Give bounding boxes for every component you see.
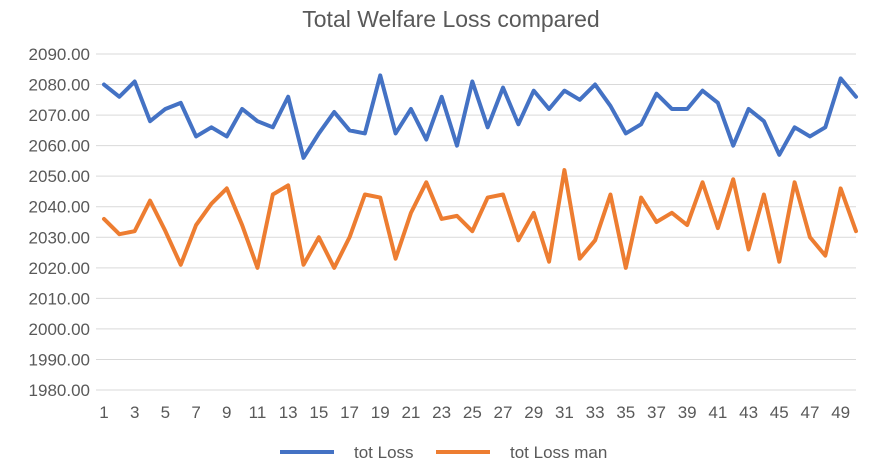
series-lines — [104, 75, 856, 268]
x-tick-label: 5 — [161, 403, 170, 422]
legend-label: tot Loss man — [510, 443, 607, 462]
y-tick-label: 2060.00 — [29, 137, 90, 156]
legend-item: tot Loss — [280, 443, 414, 462]
legend-label: tot Loss — [354, 443, 414, 462]
chart-title: Total Welfare Loss compared — [302, 6, 599, 32]
x-tick-label: 19 — [371, 403, 390, 422]
x-tick-label: 23 — [432, 403, 451, 422]
x-tick-label: 27 — [494, 403, 513, 422]
x-tick-label: 21 — [401, 403, 420, 422]
y-tick-label: 2010.00 — [29, 289, 90, 308]
y-tick-label: 2050.00 — [29, 167, 90, 186]
x-tick-label: 37 — [647, 403, 666, 422]
y-tick-label: 1990.00 — [29, 350, 90, 369]
series-tot-loss-man — [104, 170, 856, 268]
x-tick-label: 41 — [708, 403, 727, 422]
x-tick-label: 45 — [770, 403, 789, 422]
y-tick-label: 2090.00 — [29, 45, 90, 64]
x-tick-label: 9 — [222, 403, 231, 422]
x-tick-label: 7 — [191, 403, 200, 422]
x-tick-label: 47 — [800, 403, 819, 422]
x-tick-label: 15 — [309, 403, 328, 422]
x-tick-label: 43 — [739, 403, 758, 422]
legend: tot Loss tot Loss man — [280, 443, 607, 462]
x-tick-label: 33 — [586, 403, 605, 422]
y-tick-label: 2080.00 — [29, 76, 90, 95]
x-tick-label: 31 — [555, 403, 574, 422]
x-tick-label: 1 — [99, 403, 108, 422]
x-tick-label: 25 — [463, 403, 482, 422]
series-line — [104, 170, 856, 268]
y-tick-label: 2000.00 — [29, 320, 90, 339]
y-tick-label: 2030.00 — [29, 228, 90, 247]
x-tick-label: 17 — [340, 403, 359, 422]
x-tick-label: 35 — [616, 403, 635, 422]
x-tick-label: 39 — [678, 403, 697, 422]
x-tick-label: 3 — [130, 403, 139, 422]
y-tick-label: 2070.00 — [29, 106, 90, 125]
y-tick-label: 1980.00 — [29, 381, 90, 400]
y-axis-tick-labels: 1980.00 1990.00 2000.00 2010.00 2020.00 2030.… — [29, 45, 90, 400]
x-tick-label: 11 — [249, 403, 267, 422]
x-tick-label: 49 — [831, 403, 850, 422]
y-tick-label: 2040.00 — [29, 198, 90, 217]
x-tick-label: 29 — [524, 403, 543, 422]
legend-item: tot Loss man — [436, 443, 607, 462]
x-tick-label: 13 — [279, 403, 298, 422]
y-tick-label: 2020.00 — [29, 259, 90, 278]
